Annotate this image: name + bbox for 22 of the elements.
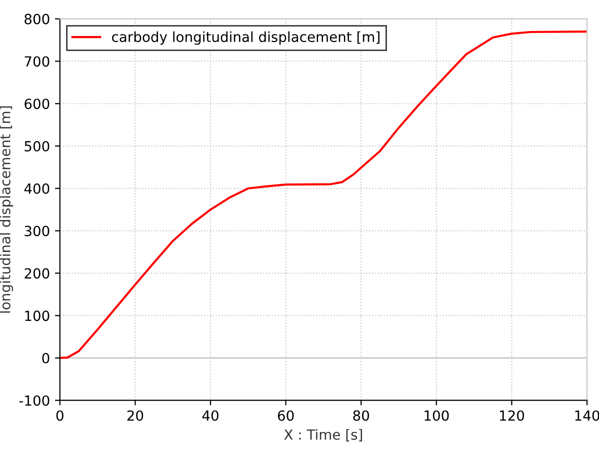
y-tick-label: -100 (19, 395, 50, 406)
line-series (60, 30, 588, 360)
y-tick-label: 800 (24, 14, 50, 24)
y-tick-label: 600 (24, 98, 50, 110)
x-tick-label: 80 (353, 410, 370, 421)
y-tick-label: 700 (24, 56, 50, 67)
y-tick-label: 500 (24, 140, 50, 152)
y-tick-label: 100 (25, 310, 50, 322)
x-tick-label: 140 (575, 410, 599, 421)
y-tick-label: 400 (24, 183, 50, 194)
x-tick-label: 60 (278, 410, 294, 421)
y-tick-label: 0 (42, 352, 50, 364)
x-axis-title: X : Time [s] (284, 429, 362, 442)
x-tick-label: 100 (424, 410, 449, 421)
y-tick-label: 300 (24, 226, 50, 236)
legend-label: carbody longitudinal displacement [m] (112, 31, 380, 45)
y-tick-label: 200 (24, 268, 50, 279)
x-tick-label: 20 (127, 410, 144, 421)
x-tick-label: 0 (56, 410, 64, 421)
x-tick-label: 40 (202, 410, 218, 421)
y-axis-title: longitudinal displacement [m] (0, 106, 14, 313)
x-tick-label: 120 (500, 410, 524, 421)
